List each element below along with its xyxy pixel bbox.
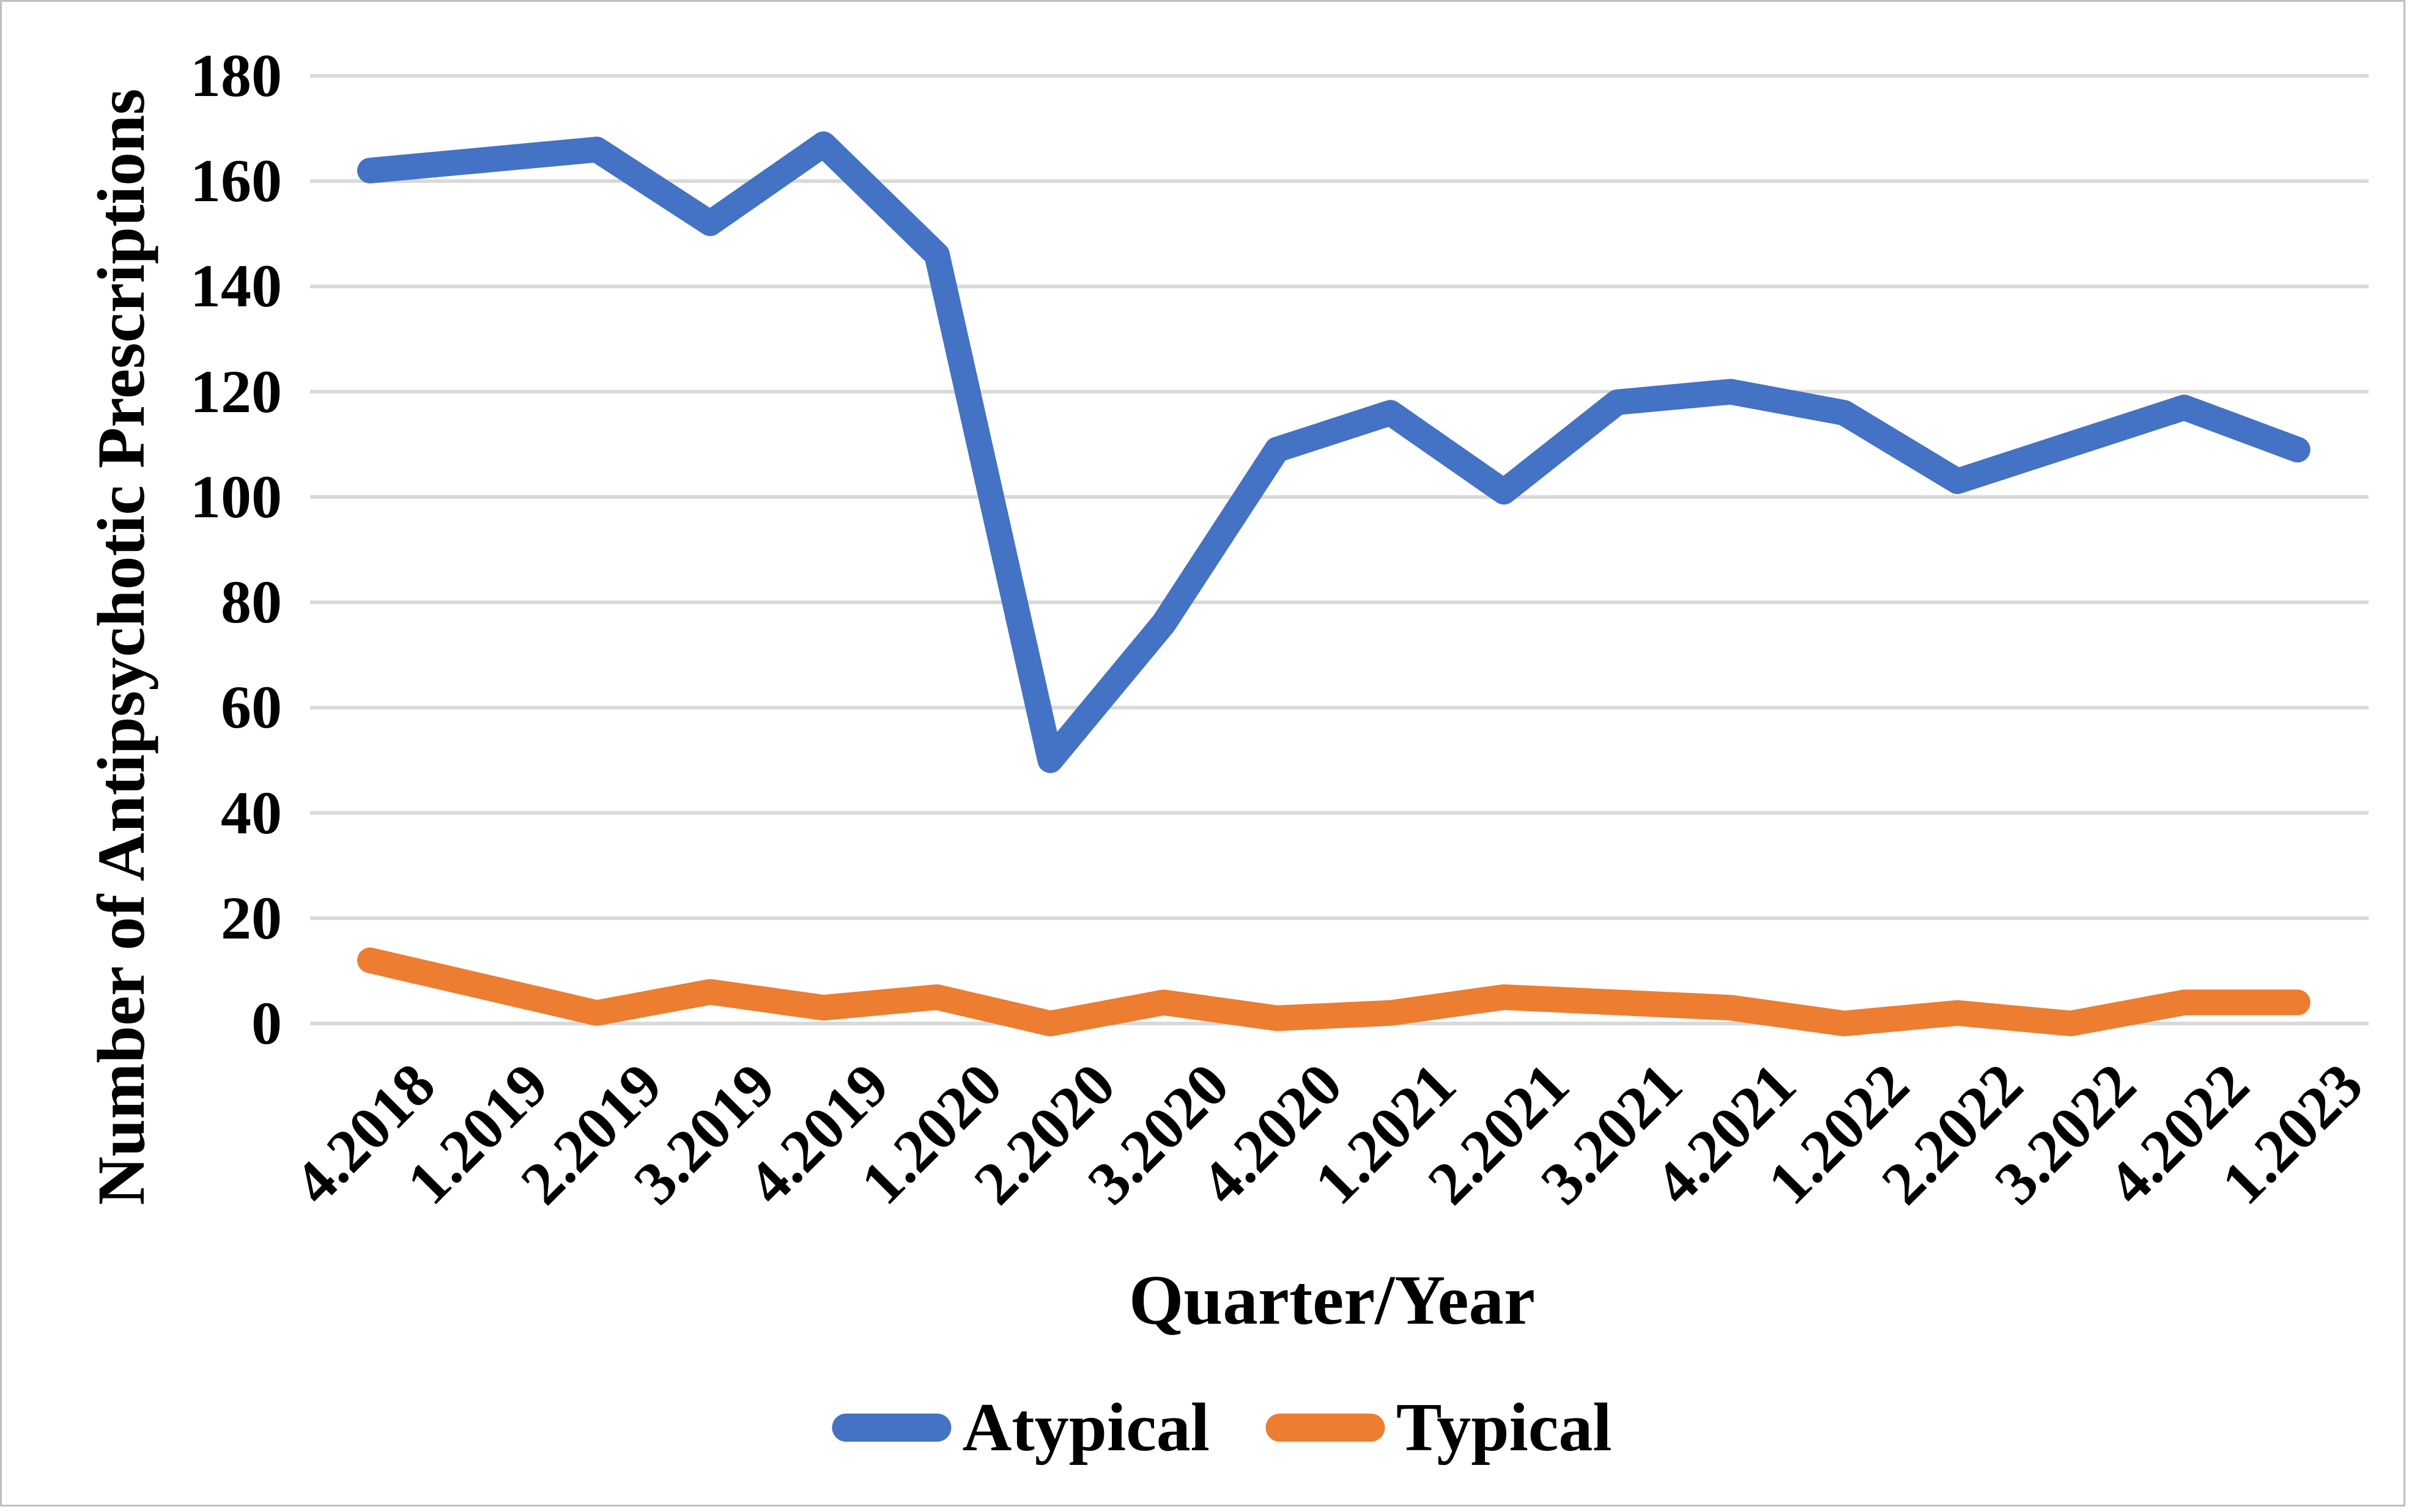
series-line-atypical bbox=[357, 131, 2311, 773]
y-tick-label-20: 20 bbox=[221, 883, 282, 952]
y-tick-label-40: 40 bbox=[221, 778, 282, 847]
legend-swatch-typical bbox=[1265, 1414, 1385, 1442]
y-tick-label-160: 160 bbox=[190, 147, 282, 215]
legend-swatch-atypical bbox=[832, 1414, 952, 1442]
legend-label-atypical: Atypical bbox=[962, 1390, 1210, 1466]
legend-item-atypical: Atypical bbox=[832, 1388, 1210, 1467]
series-line-typical bbox=[357, 947, 2311, 1036]
x-axis-title: Quarter/Year bbox=[1128, 1261, 1536, 1339]
y-tick-label-180: 180 bbox=[190, 42, 282, 109]
y-tick-label-60: 60 bbox=[221, 673, 282, 742]
y-tick-label-120: 120 bbox=[190, 357, 282, 426]
legend-label-typical: Typical bbox=[1396, 1390, 1612, 1466]
y-tick-label-80: 80 bbox=[221, 568, 282, 636]
legend-item-typical: Typical bbox=[1265, 1388, 1612, 1467]
legend: Atypical Typical bbox=[832, 1385, 1612, 1470]
y-axis-title: Number of Antipsychotic Prescriptions bbox=[84, 88, 158, 1206]
y-tick-label-140: 140 bbox=[190, 252, 282, 320]
y-tick-label-0: 0 bbox=[251, 989, 282, 1057]
y-tick-label-100: 100 bbox=[190, 462, 282, 531]
